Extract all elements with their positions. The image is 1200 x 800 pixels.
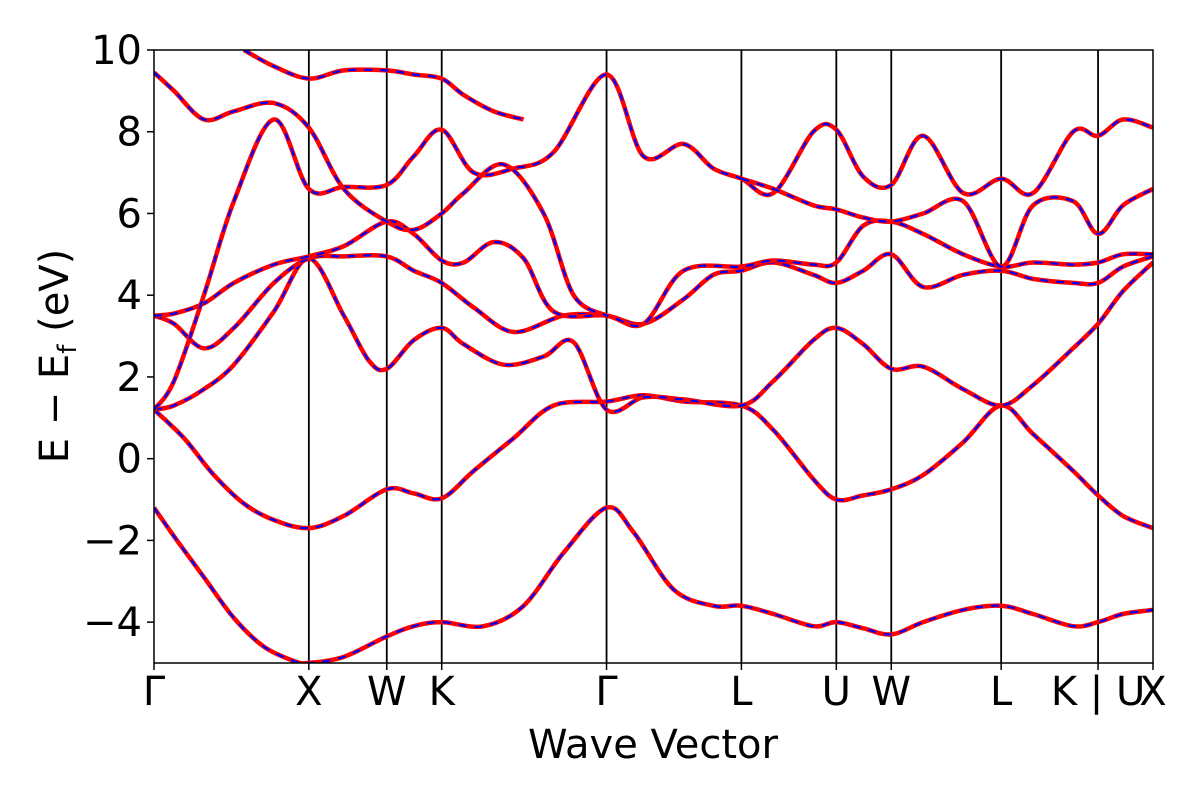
y-tick-label: 10 (91, 28, 142, 74)
x-tick-label: X (1139, 669, 1166, 715)
band-line-solid (154, 70, 608, 318)
band-line-dashed (154, 257, 1153, 413)
y-axis-ticks: −4 −2 0 2 4 6 8 10 (83, 28, 154, 646)
x-tick-label: K | U (1051, 669, 1145, 715)
band-line-dashed (243, 50, 524, 121)
x-tick-label: L (990, 669, 1013, 715)
plot-frame (153, 49, 1154, 664)
y-tick-label: 8 (117, 110, 142, 156)
y-tick-label: 6 (117, 191, 142, 237)
x-tick-label: W (871, 669, 911, 715)
y-tick-label: 0 (117, 437, 142, 483)
band-line-solid (154, 72, 1153, 412)
high-symmetry-lines (307, 50, 1099, 663)
band-line-solid (154, 504, 1153, 663)
x-tick-label: Γ (143, 669, 166, 715)
band-line-dashed (154, 252, 1153, 350)
band-line-solid (154, 393, 1153, 531)
band-line-dashed (741, 177, 1153, 268)
x-axis-label: Wave Vector (528, 722, 779, 768)
y-tick-label: 2 (117, 355, 142, 401)
x-tick-label: Γ (595, 669, 618, 715)
y-tick-label: −2 (83, 518, 142, 564)
y-axis-label: E − Ef (eV) (32, 249, 83, 464)
x-tick-label: W (367, 669, 407, 715)
y-tick-label: −4 (83, 600, 142, 646)
band-line-dashed (154, 394, 1153, 530)
band-line-solid (154, 218, 1153, 329)
band-line-dashed (154, 71, 608, 317)
x-tick-label: K (429, 669, 457, 715)
x-tick-label: L (730, 669, 753, 715)
band-line-solid (154, 256, 1153, 415)
band-line-solid (740, 176, 1153, 269)
band-lines (154, 50, 1153, 663)
x-tick-label: X (295, 669, 322, 715)
x-tick-label: U (822, 669, 851, 715)
y-tick-label: 4 (117, 273, 142, 319)
band-line-dashed (154, 506, 1153, 663)
